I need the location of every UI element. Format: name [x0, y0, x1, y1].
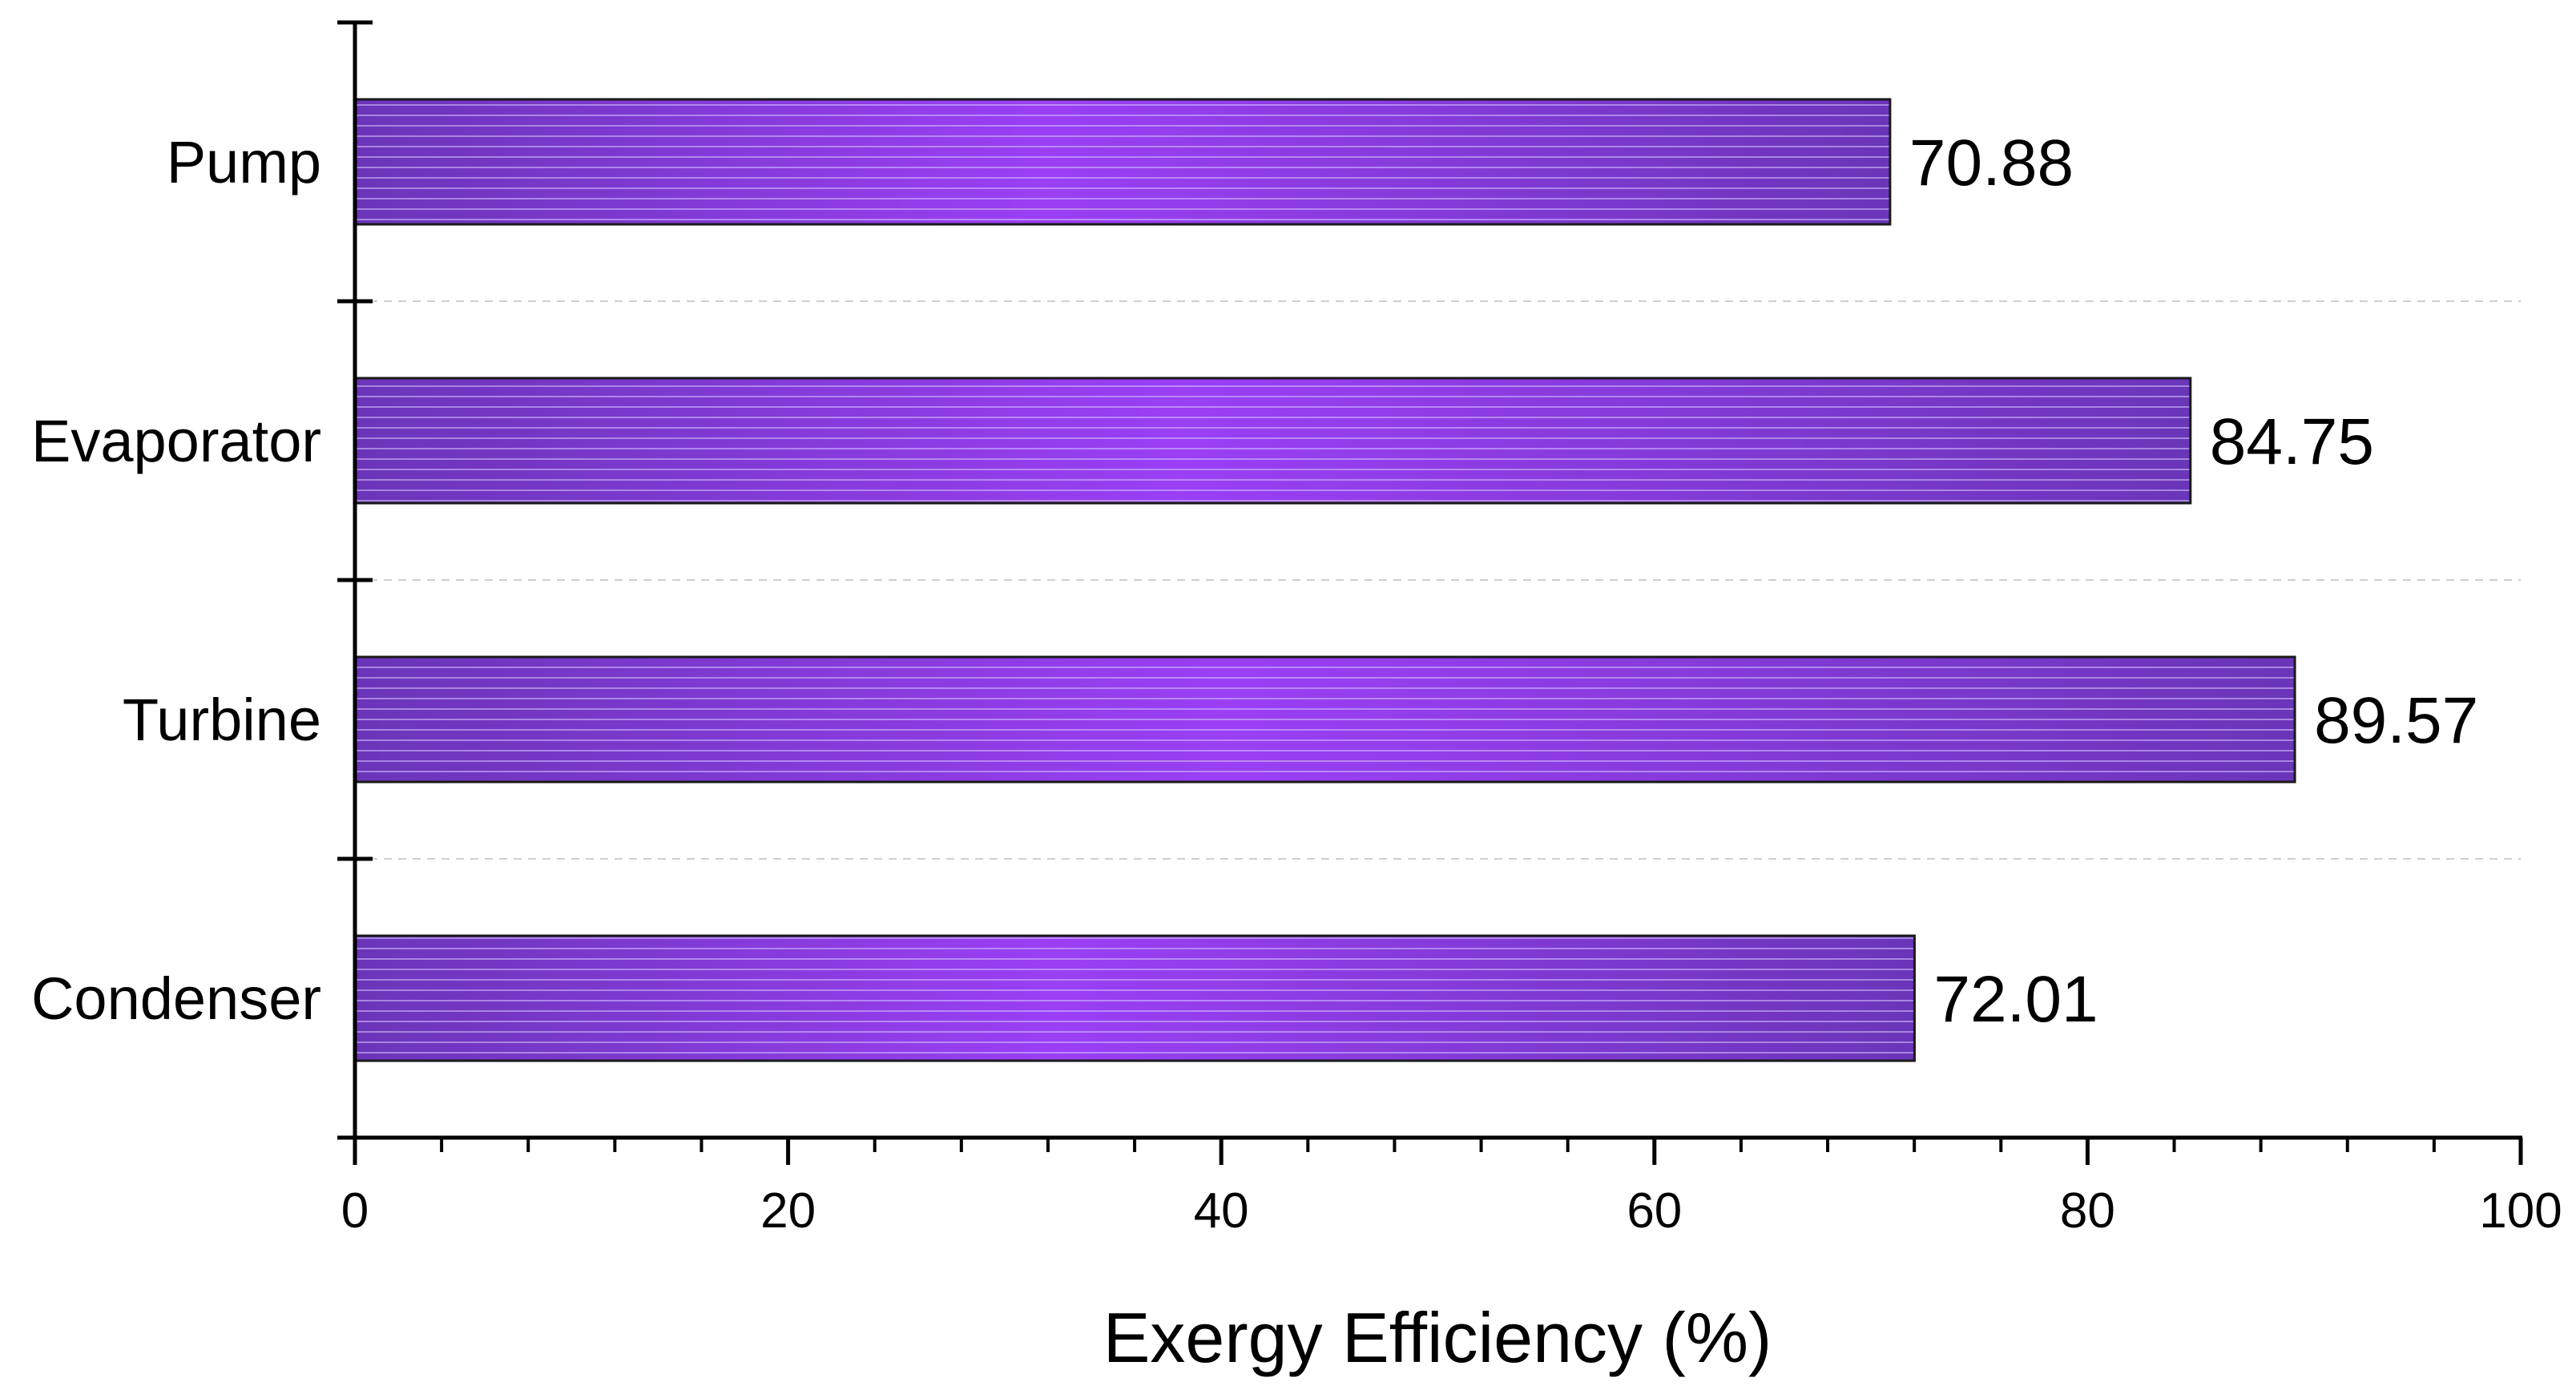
category-label-pump: Pump — [167, 129, 321, 195]
bar-stripes-evaporator — [355, 378, 2191, 503]
grid-lines — [355, 300, 2521, 860]
bar-stripes-turbine — [355, 657, 2296, 782]
category-label-condenser: Condenser — [31, 965, 321, 1032]
x-tick-label: 60 — [1627, 1183, 1682, 1239]
data-label-evaporator: 84.75 — [2210, 405, 2374, 478]
axes — [337, 20, 2523, 1165]
data-label-condenser: 72.01 — [1933, 963, 2098, 1036]
bar-stripes-condenser — [355, 936, 1915, 1061]
x-tick-label: 20 — [760, 1183, 816, 1239]
category-label-evaporator: Evaporator — [31, 408, 321, 474]
x-tick-label: 0 — [341, 1183, 369, 1239]
x-tick-label: 100 — [2479, 1183, 2562, 1239]
x-tick-label: 40 — [1194, 1183, 1249, 1239]
data-label-turbine: 89.57 — [2314, 684, 2478, 757]
category-label-turbine: Turbine — [123, 687, 321, 753]
x-tick-label: 80 — [2060, 1183, 2115, 1239]
x-axis-title: Exergy Efficiency (%) — [1103, 1298, 1772, 1377]
bar-stripes-pump — [355, 99, 1890, 224]
bars — [353, 98, 2296, 1062]
labels: 70.88 Pump 84.75 Evaporator 89.57 Turbine 72.0… — [31, 127, 2562, 1239]
data-label-pump: 70.88 — [1909, 127, 2074, 199]
